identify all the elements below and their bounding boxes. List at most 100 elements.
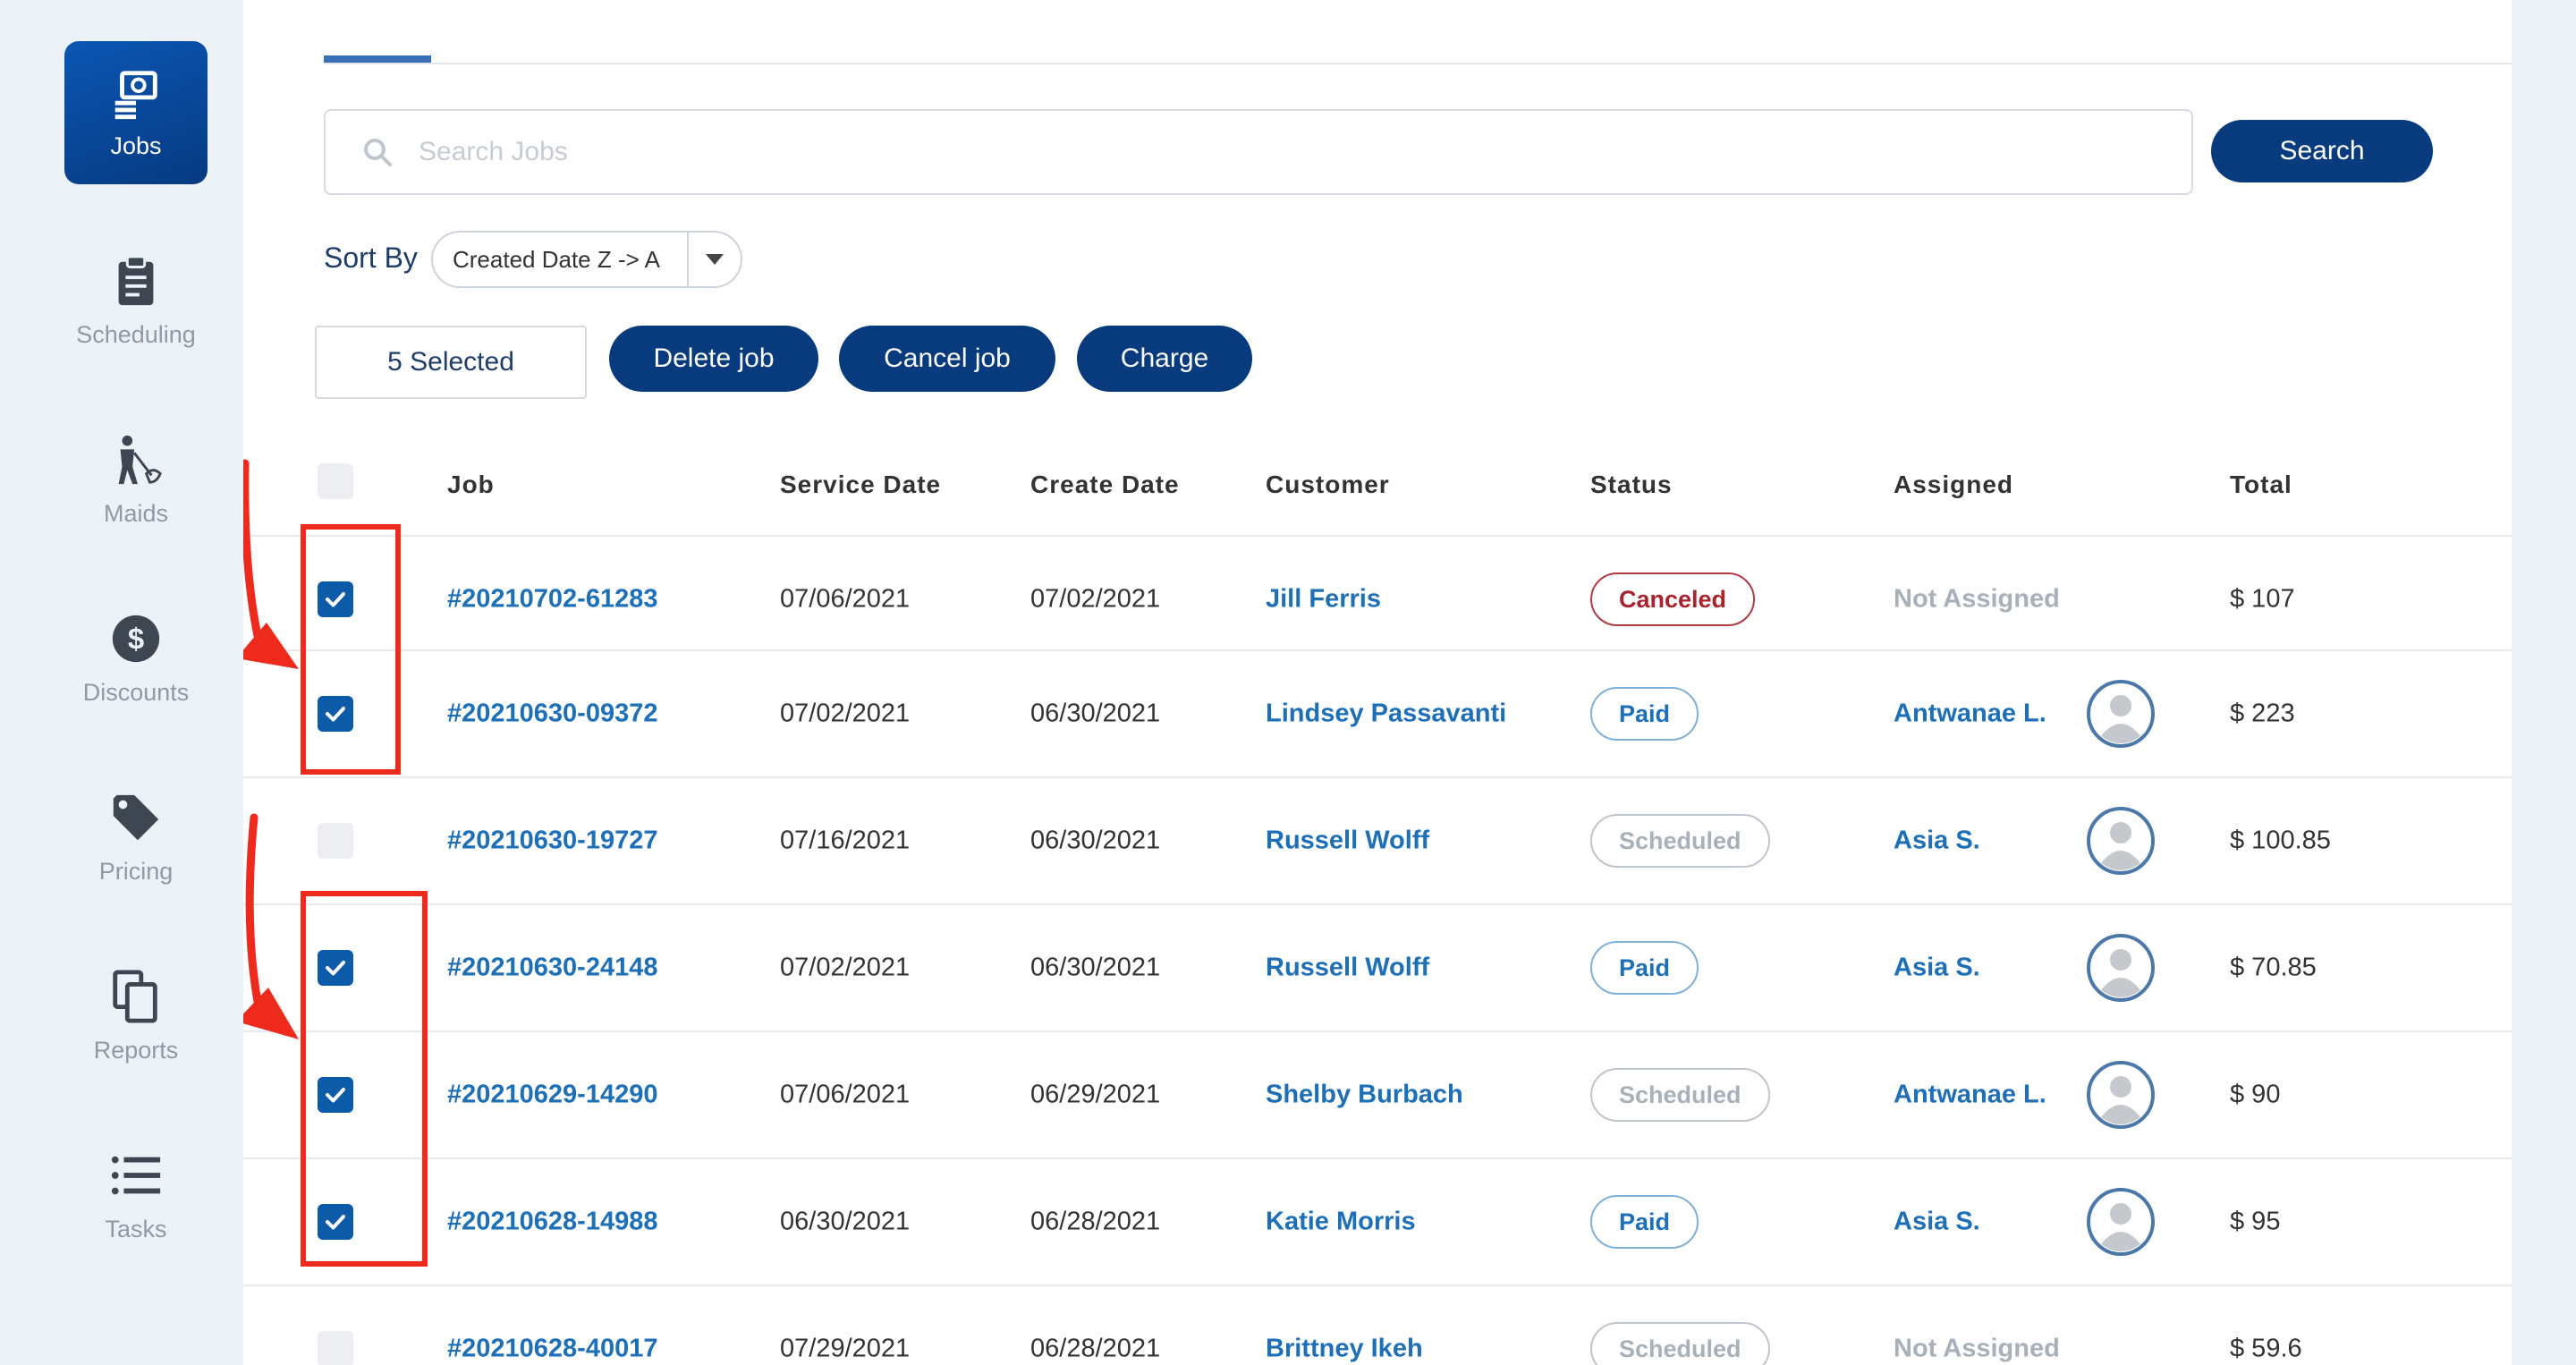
jobs-panel: Search Sort By Created Date Z -> A 5 Sel… bbox=[243, 0, 2512, 1365]
sidebar-item-label: Pricing bbox=[98, 857, 174, 885]
sidebar-item-scheduling[interactable]: Scheduling bbox=[64, 229, 208, 372]
annotation-box-bottom bbox=[301, 891, 428, 1267]
jobs-icon bbox=[114, 70, 157, 119]
service-date: 07/06/2021 bbox=[780, 1080, 911, 1109]
annotation-arrow-top bbox=[243, 459, 299, 669]
table-row[interactable]: #20210630-09372 07/02/2021 06/30/2021 Linds… bbox=[243, 649, 2512, 776]
charge-button[interactable]: Charge bbox=[1077, 326, 1252, 392]
sidebar-item-jobs[interactable]: Jobs bbox=[64, 41, 208, 184]
assigned-name[interactable]: Antwanae L. bbox=[1894, 699, 2046, 728]
job-total: $ 95 bbox=[2230, 1207, 2281, 1236]
customer-link[interactable]: Russell Wolff bbox=[1266, 953, 1430, 982]
copy-icon bbox=[113, 969, 157, 1023]
status-badge: Scheduled bbox=[1590, 1068, 1770, 1122]
sidebar-item-label: Tasks bbox=[105, 1215, 167, 1242]
check-icon bbox=[326, 592, 345, 607]
table-row[interactable]: #20210628-14988 06/30/2021 06/28/2021 Katie… bbox=[243, 1157, 2512, 1284]
table-row[interactable]: #20210629-14290 07/06/2021 06/29/2021 Shelb… bbox=[243, 1030, 2512, 1157]
sort-select[interactable]: Created Date Z -> A bbox=[431, 231, 742, 288]
header-create-date: Create Date bbox=[1030, 471, 1180, 498]
create-date: 06/28/2021 bbox=[1030, 1207, 1161, 1236]
list-icon bbox=[111, 1156, 161, 1194]
customer-link[interactable]: Lindsey Passavanti bbox=[1266, 699, 1507, 728]
delete-job-button[interactable]: Delete job bbox=[609, 326, 818, 392]
job-total: $ 100.85 bbox=[2230, 826, 2331, 855]
service-date: 06/30/2021 bbox=[780, 1207, 911, 1236]
job-link[interactable]: #20210628-40017 bbox=[447, 1334, 658, 1363]
cancel-job-button[interactable]: Cancel job bbox=[839, 326, 1055, 392]
sidebar-item-label: Jobs bbox=[110, 131, 162, 159]
row-checkbox[interactable] bbox=[318, 823, 353, 859]
status-badge: Paid bbox=[1590, 941, 1699, 995]
assigned-name[interactable]: Asia S. bbox=[1894, 953, 1980, 982]
table-row[interactable]: #20210702-61283 07/06/2021 07/02/2021 Jill … bbox=[243, 535, 2512, 662]
job-link[interactable]: #20210630-24148 bbox=[447, 953, 658, 982]
maid-icon bbox=[118, 435, 162, 484]
customer-link[interactable]: Shelby Burbach bbox=[1266, 1080, 1463, 1109]
tab-divider bbox=[324, 63, 2512, 64]
table-row[interactable]: #20210630-24148 07/02/2021 06/30/2021 Russe… bbox=[243, 903, 2512, 1030]
sidebar-item-tasks[interactable]: Tasks bbox=[64, 1123, 208, 1267]
header-job: Job bbox=[447, 471, 495, 498]
search-button[interactable]: Search bbox=[2211, 120, 2433, 182]
table-row[interactable]: #20210628-40017 07/29/2021 06/28/2021 Britt… bbox=[243, 1284, 2512, 1365]
search-input[interactable] bbox=[419, 137, 2118, 167]
assigned-name: Not Assigned bbox=[1894, 584, 2060, 614]
customer-link[interactable]: Brittney Ikeh bbox=[1266, 1334, 1423, 1363]
sidebar-item-pricing[interactable]: Pricing bbox=[64, 766, 208, 909]
create-date: 06/28/2021 bbox=[1030, 1334, 1161, 1363]
sidebar: Jobs Scheduling Maids $ Discounts bbox=[0, 0, 243, 1365]
search-icon bbox=[364, 139, 392, 166]
assigned-name[interactable]: Asia S. bbox=[1894, 826, 1980, 855]
service-date: 07/02/2021 bbox=[780, 699, 911, 728]
sidebar-item-discounts[interactable]: $ Discounts bbox=[64, 587, 208, 730]
create-date: 06/30/2021 bbox=[1030, 699, 1161, 728]
selected-count: 5 Selected bbox=[315, 326, 587, 399]
job-total: $ 90 bbox=[2230, 1080, 2281, 1109]
row-checkbox[interactable] bbox=[318, 950, 353, 986]
check-icon bbox=[326, 1215, 345, 1230]
job-link[interactable]: #20210628-14988 bbox=[447, 1207, 658, 1236]
header-service-date: Service Date bbox=[780, 471, 942, 498]
customer-link[interactable]: Russell Wolff bbox=[1266, 826, 1430, 855]
row-checkbox[interactable] bbox=[318, 1204, 353, 1240]
tag-icon bbox=[113, 794, 159, 840]
table-row[interactable]: #20210630-19727 07/16/2021 06/30/2021 Russe… bbox=[243, 776, 2512, 903]
select-all-checkbox[interactable] bbox=[318, 463, 353, 499]
job-link[interactable]: #20210630-09372 bbox=[447, 699, 658, 728]
assigned-name[interactable]: Asia S. bbox=[1894, 1207, 1980, 1236]
sort-divider bbox=[687, 231, 689, 288]
create-date: 06/30/2021 bbox=[1030, 826, 1161, 855]
job-total: $ 223 bbox=[2230, 699, 2295, 728]
job-link[interactable]: #20210702-61283 bbox=[447, 584, 658, 614]
check-icon bbox=[326, 707, 345, 722]
header-total: Total bbox=[2230, 471, 2292, 498]
row-checkbox[interactable] bbox=[318, 1331, 353, 1365]
job-link[interactable]: #20210629-14290 bbox=[447, 1080, 658, 1109]
row-checkbox[interactable] bbox=[318, 581, 353, 617]
sidebar-item-reports[interactable]: Reports bbox=[64, 945, 208, 1088]
create-date: 07/02/2021 bbox=[1030, 584, 1161, 614]
avatar bbox=[2086, 933, 2156, 1003]
create-date: 06/30/2021 bbox=[1030, 953, 1161, 982]
check-icon bbox=[326, 1088, 345, 1103]
sort-label: Sort By bbox=[324, 242, 418, 274]
assigned-name[interactable]: Antwanae L. bbox=[1894, 1080, 2046, 1109]
check-icon bbox=[326, 961, 345, 976]
service-date: 07/29/2021 bbox=[780, 1334, 911, 1363]
row-checkbox[interactable] bbox=[318, 1077, 353, 1113]
customer-link[interactable]: Katie Morris bbox=[1266, 1207, 1416, 1236]
clipboard-icon bbox=[118, 254, 154, 305]
row-checkbox[interactable] bbox=[318, 696, 353, 732]
status-badge: Scheduled bbox=[1590, 814, 1770, 868]
sort-value: Created Date Z -> A bbox=[453, 245, 660, 273]
job-total: $ 107 bbox=[2230, 584, 2295, 614]
job-link[interactable]: #20210630-19727 bbox=[447, 826, 658, 855]
header-customer: Customer bbox=[1266, 471, 1390, 498]
avatar bbox=[2086, 806, 2156, 876]
sidebar-item-maids[interactable]: Maids bbox=[64, 408, 208, 551]
chevron-down-icon[interactable] bbox=[689, 254, 741, 265]
header-assigned: Assigned bbox=[1894, 471, 2014, 498]
sidebar-item-label: Scheduling bbox=[76, 320, 196, 348]
customer-link[interactable]: Jill Ferris bbox=[1266, 584, 1381, 614]
